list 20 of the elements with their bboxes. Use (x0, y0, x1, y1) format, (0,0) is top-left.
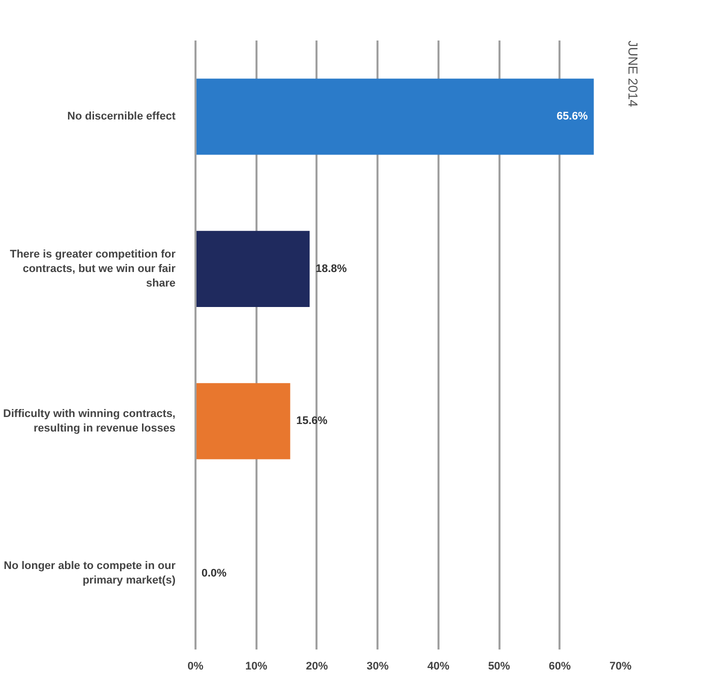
y-tick-label: No discernible effect (67, 110, 176, 123)
data-label: 65.6% (556, 110, 588, 123)
bar (196, 383, 290, 460)
data-label: 18.8% (316, 262, 348, 275)
x-tick-label: 50% (488, 660, 510, 672)
x-tick-label: 10% (245, 660, 268, 672)
x-tick-label: 60% (548, 660, 572, 672)
x-tick-label: 70% (609, 660, 632, 672)
text: JUNE 2014 (626, 40, 640, 107)
data-label: 0.0% (202, 567, 227, 580)
bar (196, 78, 594, 155)
x-tick-label: 30% (366, 660, 389, 672)
x-tick-label: 0% (188, 660, 204, 672)
y-tick-label: No longer able to compete in our primary market(s) (4, 560, 176, 587)
x-tick-label: 20% (306, 660, 328, 672)
y-tick-label: Difficulty with winning contracts, resulting in revenue losses (3, 408, 176, 434)
x-tick-label: 40% (427, 660, 450, 672)
data-label: 15.6% (296, 415, 328, 428)
bar (196, 230, 310, 307)
y-tick-label: There is greater competition for contracts, but we win our fair share (10, 248, 176, 290)
